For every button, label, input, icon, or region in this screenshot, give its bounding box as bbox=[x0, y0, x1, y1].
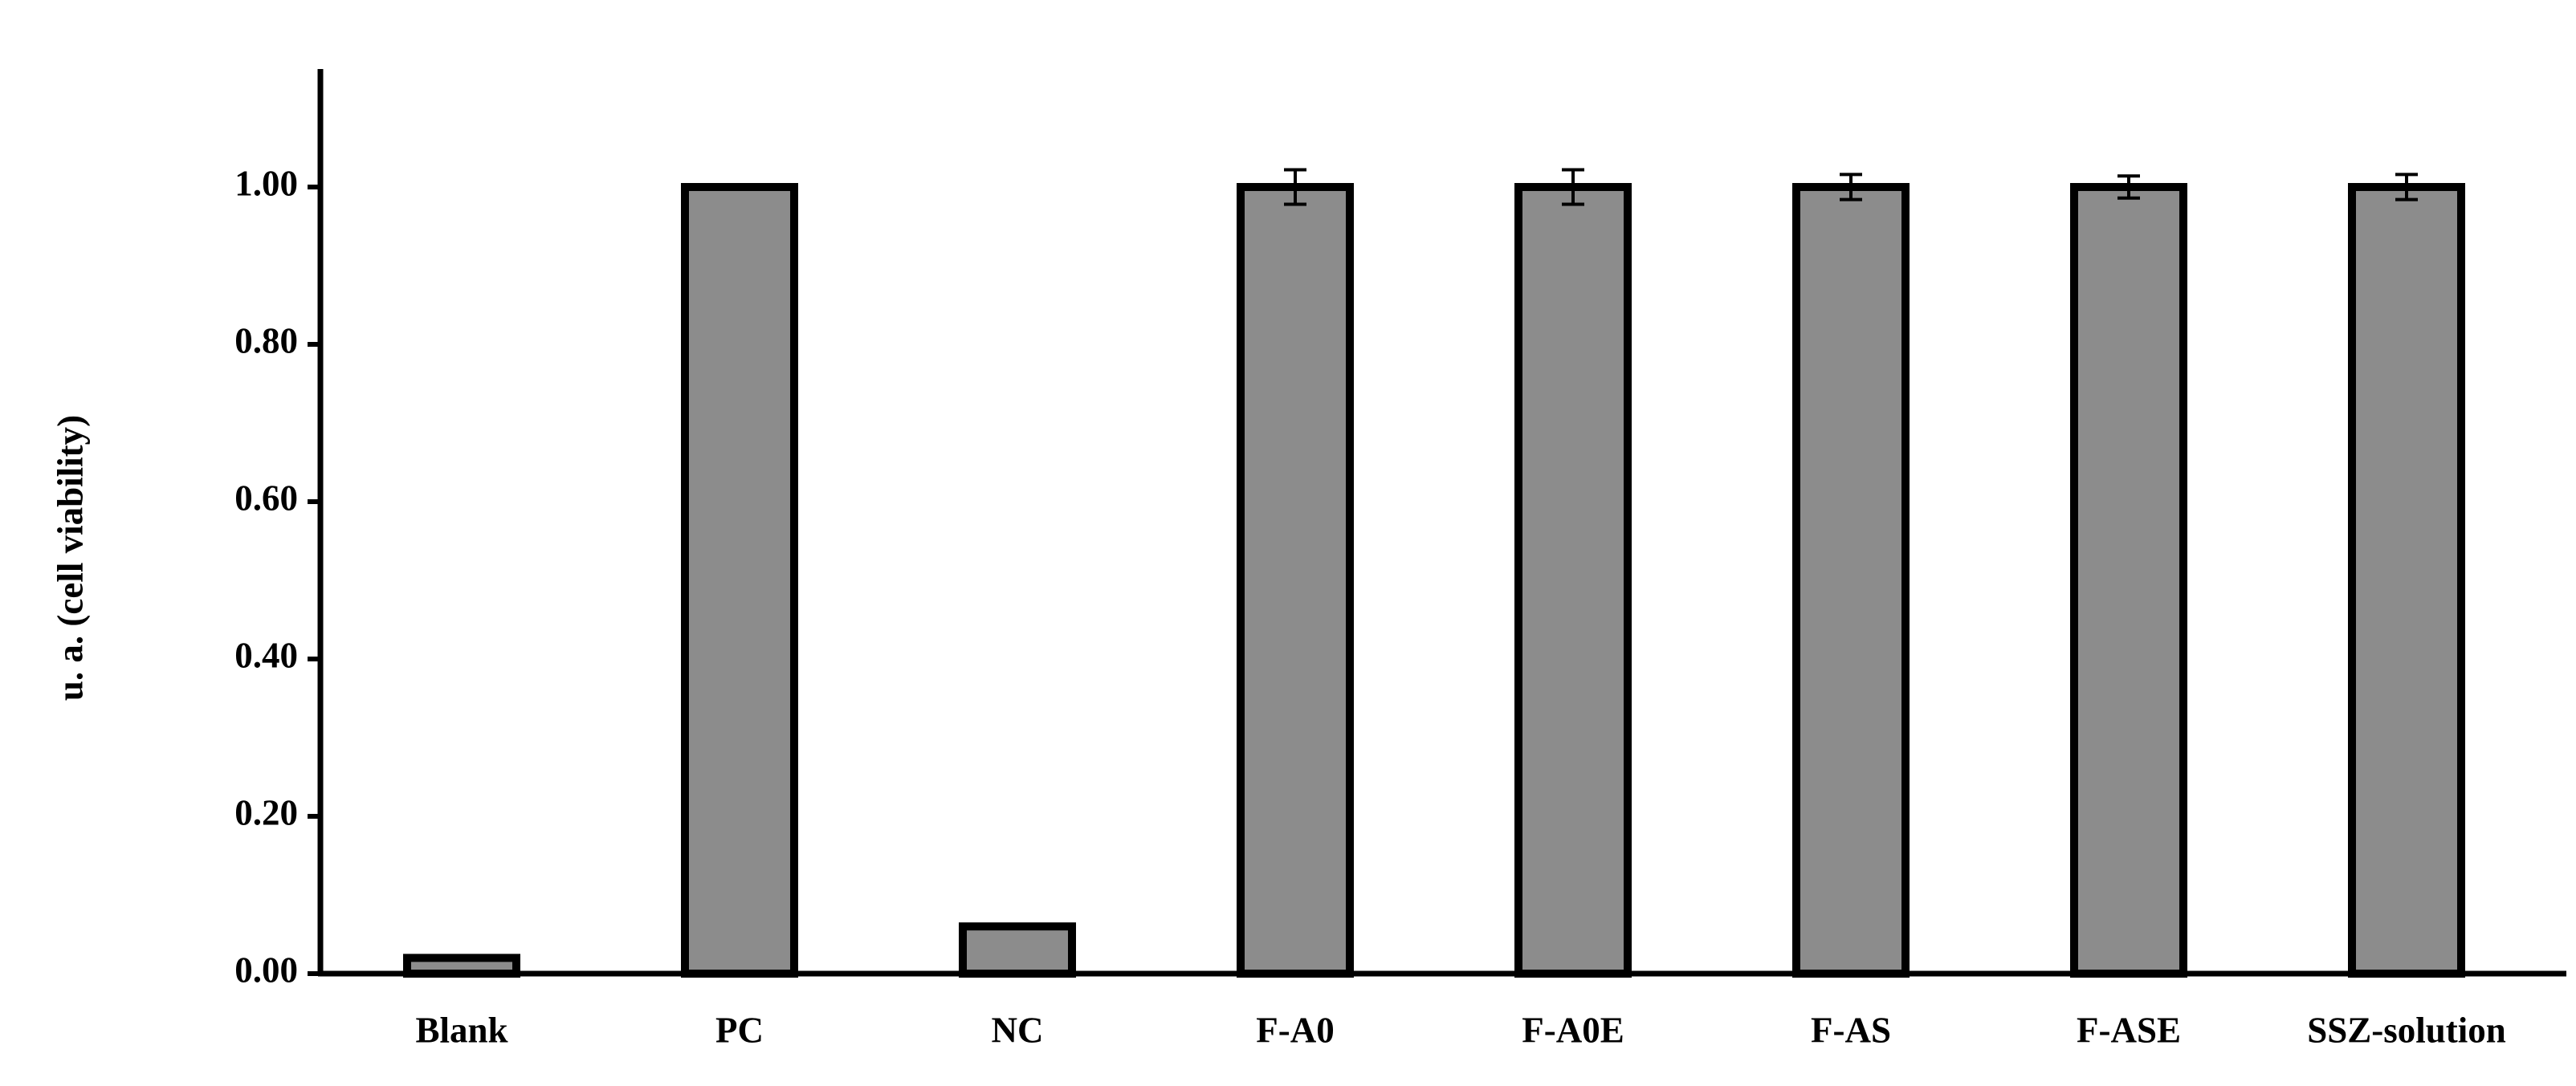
x-tick-label: F-AS bbox=[1811, 1010, 1891, 1050]
error-bar bbox=[1840, 173, 1862, 201]
error-bar bbox=[2395, 173, 2418, 201]
x-tick-label: F-A0 bbox=[1256, 1010, 1334, 1050]
y-tick-label: 0.00 bbox=[234, 950, 298, 990]
bar bbox=[1792, 183, 1910, 978]
bar bbox=[959, 922, 1076, 978]
x-tick-label: Blank bbox=[415, 1010, 507, 1050]
bar bbox=[1514, 183, 1632, 978]
y-axis-label: u. a. (cell viability) bbox=[50, 415, 90, 701]
error-bar bbox=[1284, 168, 1306, 206]
error-bar bbox=[2117, 174, 2140, 200]
x-tick-label: SSZ-solution bbox=[2307, 1010, 2506, 1050]
bar bbox=[1237, 183, 1354, 978]
y-tick-label: 0.60 bbox=[234, 478, 298, 518]
bar bbox=[2348, 183, 2465, 978]
x-tick-label: NC bbox=[992, 1010, 1044, 1050]
bar bbox=[2070, 183, 2187, 978]
y-tick-label: 0.20 bbox=[234, 792, 298, 832]
y-tick-label: 1.00 bbox=[234, 163, 298, 203]
bar bbox=[681, 183, 798, 978]
y-tick-label: 0.80 bbox=[234, 320, 298, 360]
x-tick-label: PC bbox=[715, 1010, 764, 1050]
y-tick-label: 0.40 bbox=[234, 635, 298, 675]
x-tick-label: F-A0E bbox=[1522, 1010, 1624, 1050]
error-bar bbox=[1562, 168, 1584, 206]
x-tick-label: F-ASE bbox=[2077, 1010, 2181, 1050]
